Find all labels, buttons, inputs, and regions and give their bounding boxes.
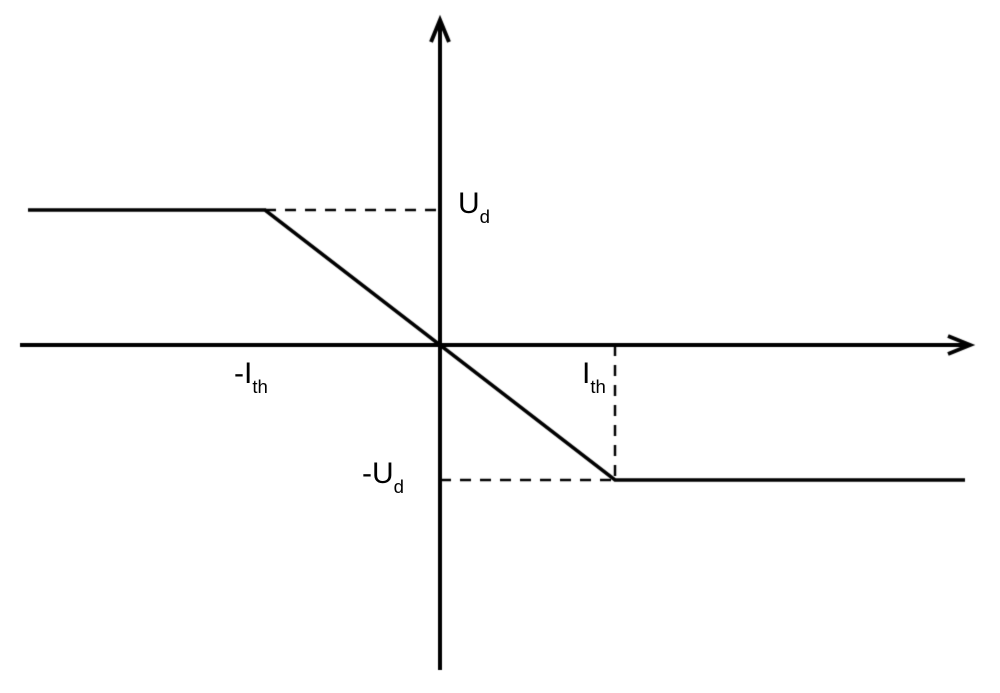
label-neg-ud-sub: d [394, 476, 404, 497]
label-ith: Ith [582, 357, 606, 395]
vi-characteristic-chart [0, 0, 1000, 693]
label-ith-sub: th [590, 376, 606, 397]
label-neg-ud: -Ud [362, 457, 404, 495]
label-ud: Ud [458, 187, 490, 225]
label-neg-ud-main: -U [362, 457, 394, 490]
label-neg-ith-sub: th [252, 376, 268, 397]
label-ud-sub: d [480, 206, 490, 227]
label-neg-ith-main: -I [234, 357, 252, 390]
label-neg-ith: -Ith [234, 357, 268, 395]
label-ud-main: U [458, 187, 480, 220]
